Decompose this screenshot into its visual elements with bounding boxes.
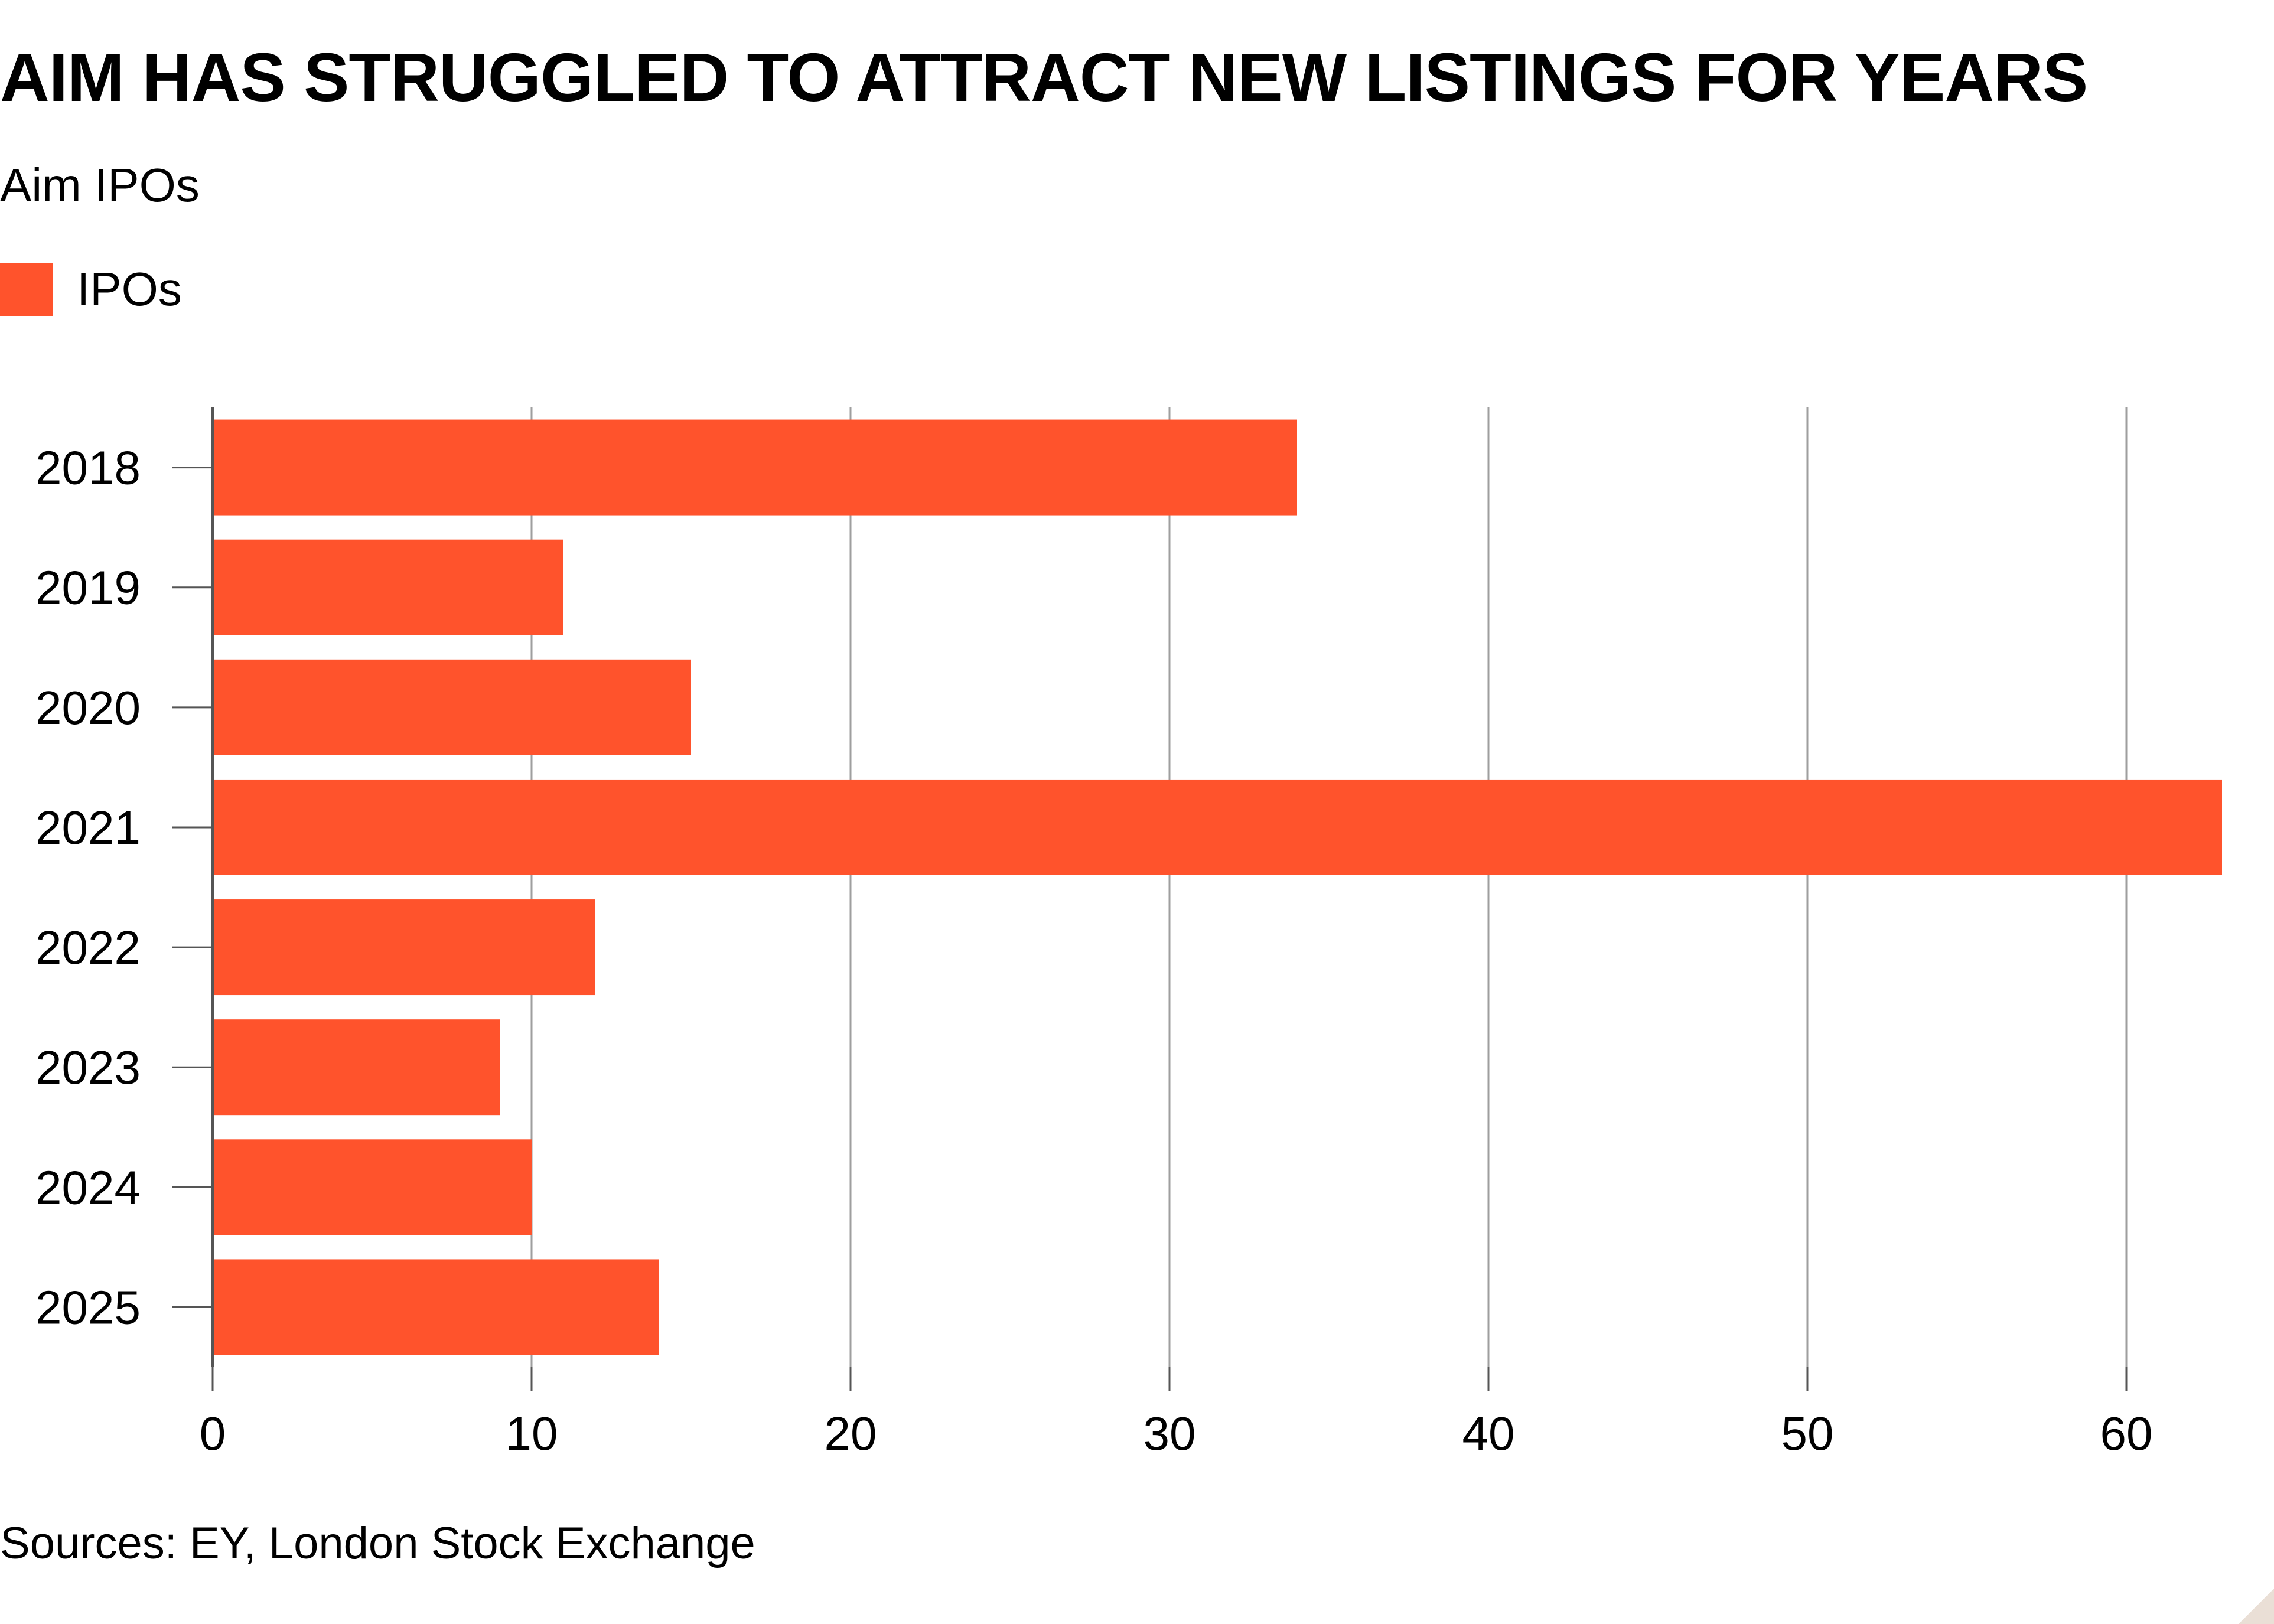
y-tick-label-2022: 2022: [35, 921, 141, 974]
y-tick-label-2023: 2023: [35, 1041, 141, 1094]
legend-label-ipos: IPOs: [77, 263, 182, 315]
bar-2023: [213, 1019, 500, 1116]
legend-swatch-ipos: [0, 263, 53, 316]
bar-2024: [213, 1139, 532, 1235]
bar-2021: [213, 779, 2222, 875]
corner-decoration: [2239, 1589, 2274, 1624]
bar-2020: [213, 659, 691, 755]
x-tick-label-0: 0: [200, 1407, 226, 1460]
y-tick-label-2020: 2020: [35, 681, 141, 734]
bar-2025: [213, 1259, 659, 1355]
bar-chart: 2018 2019 2020 2021 2022 2023 2024 2025 0 10 20 30 4…: [35, 407, 2222, 1460]
x-tick-label-40: 40: [1462, 1407, 1515, 1460]
x-tick-label-50: 50: [1781, 1407, 1834, 1460]
y-tick-label-2018: 2018: [35, 442, 141, 494]
bar-2022: [213, 899, 595, 996]
chart-title: AIM HAS STRUGGLED TO ATTRACT NEW LISTING…: [0, 39, 2088, 116]
x-tick-label-30: 30: [1143, 1407, 1196, 1460]
y-tick-label-2019: 2019: [35, 562, 141, 614]
source-note: Sources: EY, London Stock Exchange: [0, 1518, 755, 1568]
x-tick-label-60: 60: [2100, 1407, 2153, 1460]
bar-2019: [213, 539, 563, 635]
y-tick-label-2024: 2024: [35, 1161, 141, 1214]
x-tick-label-20: 20: [825, 1407, 877, 1460]
chart-subtitle: Aim IPOs: [0, 159, 200, 211]
y-tick-label-2021: 2021: [35, 801, 141, 854]
x-tick-label-10: 10: [506, 1407, 558, 1460]
legend: IPOs: [0, 263, 182, 316]
y-tick-label-2025: 2025: [35, 1281, 141, 1333]
bar-2018: [213, 419, 1297, 516]
